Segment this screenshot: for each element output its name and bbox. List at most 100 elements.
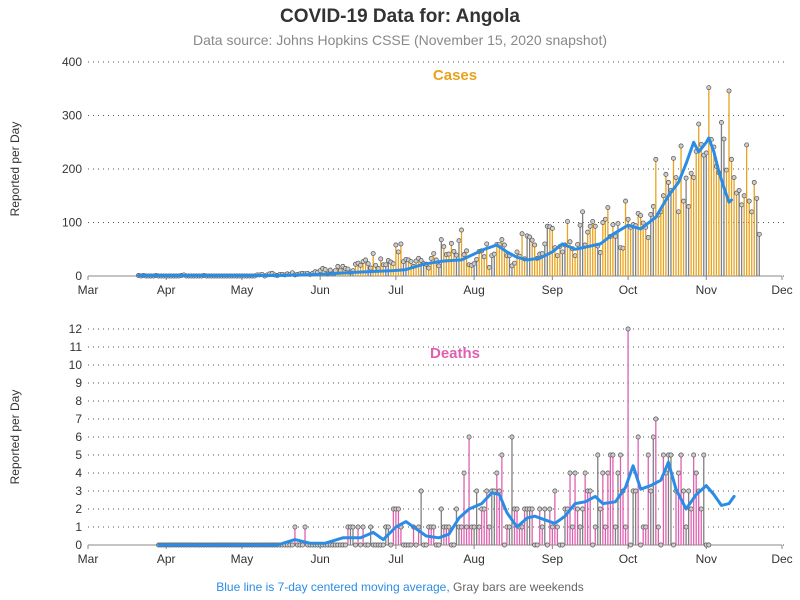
- data-point: [491, 251, 497, 257]
- data-point: [484, 241, 490, 247]
- data-point: [660, 452, 666, 458]
- data-point: [726, 88, 732, 94]
- moving-average-line: [137, 136, 733, 277]
- y-tick-label: 0: [75, 269, 82, 283]
- data-point: [650, 434, 656, 440]
- y-tick-label: 5: [75, 448, 82, 462]
- data-point: [746, 198, 752, 204]
- data-point: [721, 136, 727, 142]
- y-tick-label: 300: [62, 109, 82, 123]
- data-point: [534, 542, 540, 548]
- data-point: [380, 542, 386, 548]
- data-point: [353, 542, 358, 548]
- data-point: [499, 237, 505, 243]
- data-point: [342, 542, 348, 548]
- data-point: [549, 225, 555, 231]
- x-tick-label: Oct: [619, 552, 638, 566]
- data-point: [610, 222, 616, 228]
- data-point: [570, 524, 575, 530]
- data-point: [676, 209, 681, 215]
- data-point: [565, 218, 570, 224]
- data-point: [365, 261, 371, 267]
- data-point: [418, 258, 424, 263]
- data-point: [610, 452, 616, 458]
- data-point: [633, 488, 639, 494]
- data-point: [471, 261, 477, 267]
- x-tick-label: Jul: [388, 552, 403, 566]
- footnote-weekends: Gray bars are weekends: [453, 580, 584, 594]
- data-point: [512, 260, 517, 266]
- cases-panel: 0 100 200 300 400 Mar Apr May Jun Jul Aug Sep Oct Nov…: [8, 55, 793, 297]
- data-point: [537, 506, 543, 512]
- data-point: [602, 216, 608, 222]
- data-point: [300, 542, 305, 548]
- data-point: [527, 234, 533, 240]
- data-point: [345, 266, 351, 272]
- y-tick-label: 9: [75, 376, 82, 390]
- data-point: [454, 252, 459, 258]
- data-point: [378, 256, 384, 262]
- data-point: [501, 242, 507, 248]
- data-point: [605, 470, 611, 476]
- x-tick-label: Aug: [463, 552, 484, 566]
- data-point: [456, 238, 462, 244]
- moving-average-line: [157, 460, 736, 547]
- data-point: [350, 524, 356, 530]
- data-point: [547, 506, 553, 512]
- panel-title: Cases: [433, 67, 477, 84]
- data-point: [549, 524, 555, 530]
- data-point: [355, 524, 361, 530]
- data-point: [686, 203, 692, 209]
- data-point: [486, 524, 492, 530]
- data-point: [464, 524, 469, 530]
- data-point: [653, 416, 659, 422]
- data-point: [494, 470, 500, 476]
- data-point: [519, 231, 525, 237]
- data-point: [554, 253, 560, 259]
- data-point: [431, 524, 437, 530]
- data-point: [496, 488, 502, 494]
- y-tick-label: 10: [69, 358, 83, 372]
- data-point: [638, 213, 644, 218]
- data-point: [529, 506, 535, 512]
- data-point: [620, 245, 626, 251]
- data-point: [665, 179, 671, 185]
- data-point: [446, 524, 452, 530]
- data-point: [446, 251, 452, 257]
- data-point: [360, 524, 366, 530]
- data-point: [676, 470, 681, 476]
- data-point: [471, 524, 477, 530]
- data-point: [289, 542, 295, 548]
- data-point: [625, 216, 631, 222]
- data-point: [706, 542, 712, 548]
- data-point: [731, 175, 737, 181]
- data-point: [575, 506, 581, 512]
- x-tick-label: Dec: [771, 552, 792, 566]
- data-point: [393, 242, 399, 248]
- data-point: [597, 250, 603, 255]
- y-tick-label: 1: [75, 520, 82, 534]
- data-point: [681, 488, 687, 494]
- data-point: [466, 434, 472, 440]
- data-point: [459, 227, 464, 233]
- data-point: [461, 252, 467, 258]
- y-tick-label: 7: [75, 412, 82, 426]
- data-point: [590, 542, 596, 548]
- x-tick-label: Mar: [78, 283, 99, 297]
- data-point: [729, 156, 734, 162]
- data-point: [756, 231, 762, 237]
- data-point: [383, 262, 389, 268]
- data-point: [615, 470, 621, 476]
- data-point: [724, 167, 729, 173]
- chart-title: COVID-19 Data for: Angola: [280, 6, 520, 27]
- data-point: [373, 262, 379, 268]
- data-point: [638, 542, 644, 548]
- data-point: [514, 506, 520, 512]
- data-point: [474, 488, 480, 494]
- data-point: [590, 218, 596, 224]
- data-point: [681, 198, 687, 204]
- x-tick-label: Jun: [310, 283, 329, 297]
- data-point: [673, 175, 679, 181]
- data-point: [701, 452, 707, 458]
